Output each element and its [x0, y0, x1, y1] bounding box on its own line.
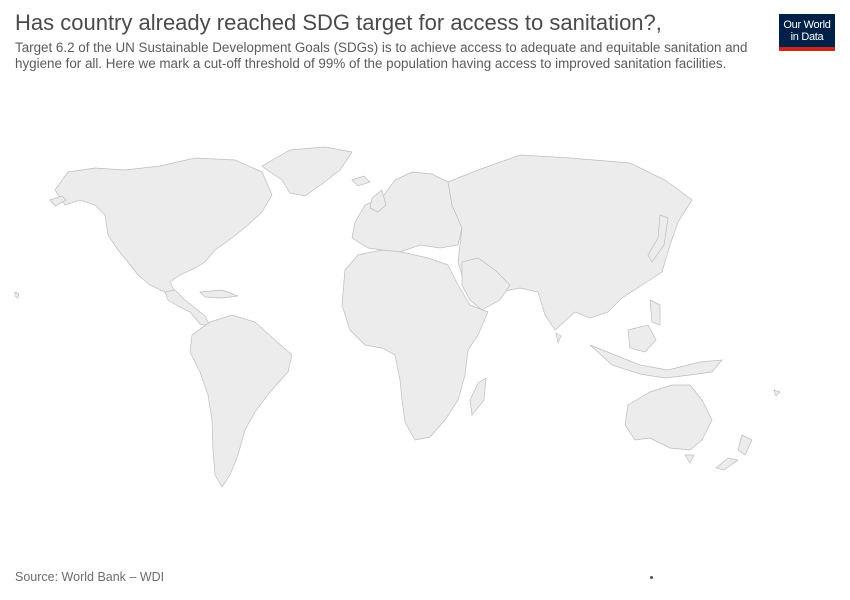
region-new-zealand[interactable]: [715, 434, 753, 471]
region-australia[interactable]: [624, 384, 713, 451]
region-southeast-asia-islands[interactable]: [589, 344, 723, 379]
region-aleutians[interactable]: [49, 195, 67, 207]
region-philippines[interactable]: [649, 299, 661, 326]
region-north-america[interactable]: [54, 157, 273, 293]
chart-title: Has country already reached SDG target f…: [15, 10, 662, 35]
region-africa[interactable]: [341, 249, 489, 441]
region-sri-lanka[interactable]: [555, 332, 562, 345]
region-tasmania[interactable]: [684, 454, 695, 464]
region-japan[interactable]: [647, 214, 669, 263]
timeline-dot: [650, 576, 653, 579]
region-borneo[interactable]: [627, 324, 657, 353]
source-note[interactable]: Source: World Bank – WDI: [15, 570, 165, 584]
logo-line-1: Our World: [783, 18, 831, 31]
region-madagascar[interactable]: [469, 377, 487, 416]
logo-accent-bar: [779, 47, 835, 51]
region-arabia[interactable]: [461, 257, 511, 311]
region-hawaii[interactable]: [14, 291, 20, 299]
region-uk[interactable]: [369, 189, 387, 213]
owid-logo[interactable]: Our World in Data: [779, 14, 835, 51]
region-greenland[interactable]: [261, 146, 353, 197]
chart-subtitle: Target 6.2 of the UN Sustainable Develop…: [15, 40, 748, 71]
region-europe[interactable]: [351, 171, 463, 253]
logo-line-2: in Data: [790, 30, 824, 43]
region-iceland[interactable]: [351, 175, 371, 187]
region-caribbean[interactable]: [199, 289, 239, 299]
region-fiji[interactable]: [773, 389, 781, 397]
region-south-america[interactable]: [189, 314, 293, 488]
